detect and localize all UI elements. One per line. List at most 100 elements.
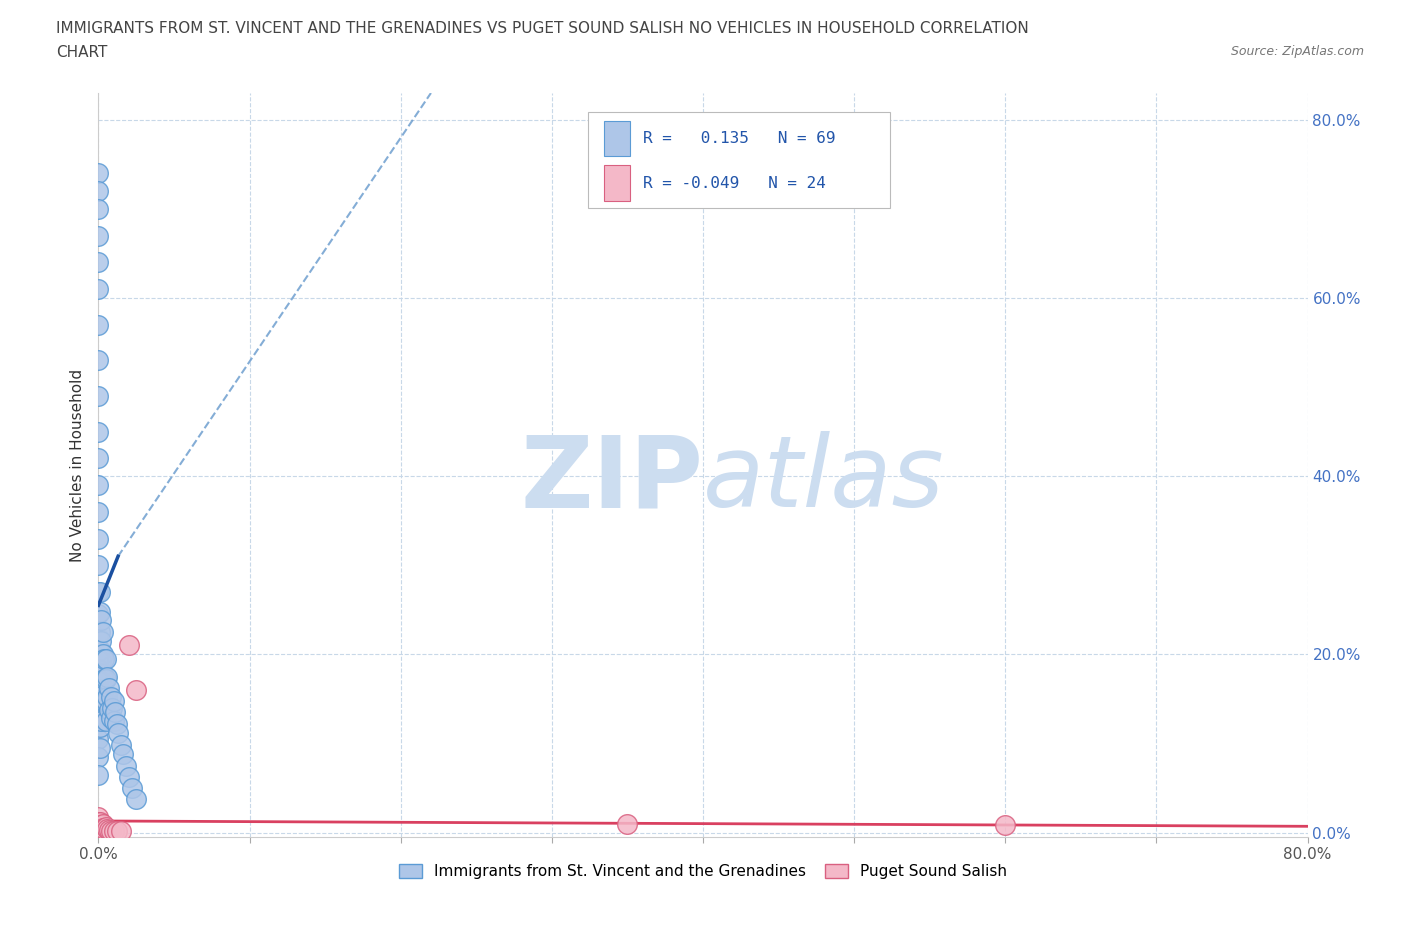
Point (114, 758, 136, 773)
Point (89, 585, 111, 600)
Text: IMMIGRANTS FROM ST. VINCENT AND THE GRENADINES VS PUGET SOUND SALISH NO VEHICLES: IMMIGRANTS FROM ST. VINCENT AND THE GREN… (56, 21, 1029, 36)
Legend: Immigrants from St. Vincent and the Grenadines, Puget Sound Salish: Immigrants from St. Vincent and the Gren… (394, 857, 1012, 885)
Text: CHART: CHART (56, 45, 108, 60)
Point (87, 696, 110, 711)
Point (89, 683, 111, 698)
Point (87, 228, 110, 243)
Point (87, 606, 110, 621)
Point (91, 687, 114, 702)
Point (96, 821, 118, 836)
Point (87, 815, 110, 830)
Point (89, 663, 111, 678)
Point (93, 651, 115, 666)
Point (87, 651, 110, 666)
Point (87, 585, 110, 600)
Point (87, 732, 110, 747)
Point (94, 671, 117, 686)
Point (118, 638, 141, 653)
Text: R = -0.049   N = 24: R = -0.049 N = 24 (643, 176, 825, 191)
Point (87, 809, 110, 824)
Point (89, 819, 111, 834)
Point (87, 478, 110, 493)
Point (93, 693, 115, 708)
Point (87, 558, 110, 573)
Point (87, 282, 110, 297)
Point (101, 700, 124, 715)
Point (89, 625, 111, 640)
Point (93, 671, 115, 686)
Point (93, 821, 115, 836)
Point (87, 504, 110, 519)
FancyBboxPatch shape (603, 121, 630, 156)
Point (89, 740, 111, 755)
FancyBboxPatch shape (588, 112, 890, 208)
Point (94, 693, 117, 708)
Point (87, 767, 110, 782)
Point (90, 633, 112, 648)
Point (87, 713, 110, 728)
Point (96, 690, 118, 705)
Y-axis label: No Vehicles in Household: No Vehicles in Household (69, 368, 84, 562)
Point (94, 819, 117, 834)
Point (91, 820, 114, 835)
Point (87, 255, 110, 270)
Point (87, 821, 110, 836)
Point (103, 713, 125, 728)
Point (87, 202, 110, 217)
Point (103, 693, 125, 708)
Point (110, 737, 132, 752)
Point (110, 823, 132, 838)
Point (87, 424, 110, 439)
Point (98, 702, 121, 717)
Point (111, 747, 134, 762)
Point (100, 823, 122, 838)
Point (91, 817, 114, 831)
Text: Source: ZipAtlas.com: Source: ZipAtlas.com (1230, 45, 1364, 58)
Point (125, 683, 148, 698)
Point (87, 818, 110, 833)
Point (121, 780, 143, 795)
FancyBboxPatch shape (603, 166, 630, 201)
Point (87, 531, 110, 546)
Point (94, 713, 117, 728)
Point (118, 770, 141, 785)
Point (89, 720, 111, 735)
Text: ZIP: ZIP (520, 432, 703, 528)
Point (89, 643, 111, 658)
Text: atlas: atlas (703, 432, 945, 528)
Point (105, 823, 128, 838)
Point (107, 725, 129, 740)
Point (91, 667, 114, 682)
Point (98, 822, 121, 837)
Point (90, 713, 112, 728)
Point (91, 647, 114, 662)
Point (87, 317, 110, 332)
Point (94, 651, 117, 666)
Point (87, 629, 110, 644)
Point (90, 822, 112, 837)
Point (89, 604, 111, 619)
Point (89, 815, 111, 830)
Point (87, 166, 110, 180)
Text: R =   0.135   N = 69: R = 0.135 N = 69 (643, 131, 835, 146)
Point (616, 817, 638, 831)
Point (90, 613, 112, 628)
Point (100, 711, 122, 726)
Point (91, 625, 114, 640)
Point (87, 389, 110, 404)
Point (105, 716, 128, 731)
Point (90, 818, 112, 833)
Point (90, 653, 112, 668)
Point (96, 670, 118, 684)
Point (104, 705, 127, 720)
Point (103, 823, 125, 838)
Point (87, 451, 110, 466)
Point (994, 818, 1017, 833)
Point (89, 700, 111, 715)
Point (87, 352, 110, 367)
Point (87, 183, 110, 198)
Point (90, 693, 112, 708)
Point (87, 750, 110, 764)
Point (125, 791, 148, 806)
Point (87, 823, 110, 838)
